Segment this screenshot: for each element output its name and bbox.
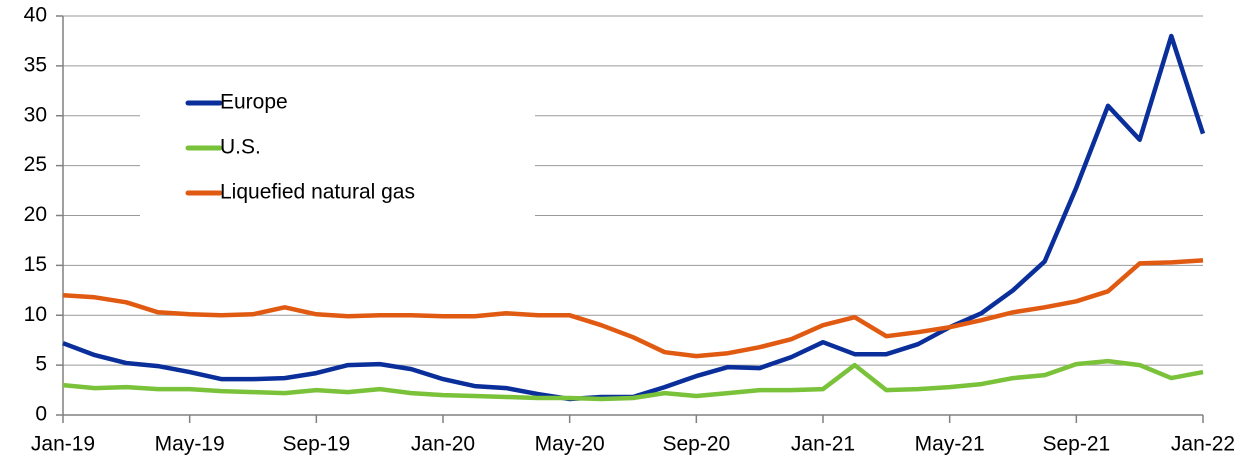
series-line	[62, 258, 1204, 359]
y-tick-label: 15	[24, 253, 47, 276]
x-tick-label: Sep-20	[662, 433, 730, 456]
legend-label: U.S.	[220, 136, 261, 159]
y-tick-label: 25	[24, 153, 47, 176]
x-tick-label: Jan-21	[791, 433, 855, 456]
legend-label: Europe	[220, 91, 288, 114]
x-tick-label: Jan-20	[411, 433, 475, 456]
series-line	[62, 358, 1204, 402]
y-tick-label: 5	[35, 353, 47, 376]
y-tick-label: 30	[24, 103, 47, 126]
y-tick-label: 35	[24, 53, 47, 76]
y-tick-label: 40	[24, 4, 47, 27]
x-tick-label: Sep-21	[1042, 433, 1110, 456]
legend-label: Liquefied natural gas	[220, 181, 415, 204]
x-tick-label: May-20	[535, 433, 605, 456]
x-tick-label: May-21	[915, 433, 985, 456]
y-tick-label: 20	[24, 203, 47, 226]
y-tick-label: 10	[24, 303, 47, 326]
x-tick-label: Sep-19	[282, 433, 350, 456]
y-tick-label: 0	[35, 403, 47, 426]
x-tick-label: May-19	[155, 433, 225, 456]
legend-background	[140, 88, 535, 233]
x-tick-label: Jan-22	[1171, 433, 1235, 456]
x-tick-label: Jan-19	[31, 433, 95, 456]
